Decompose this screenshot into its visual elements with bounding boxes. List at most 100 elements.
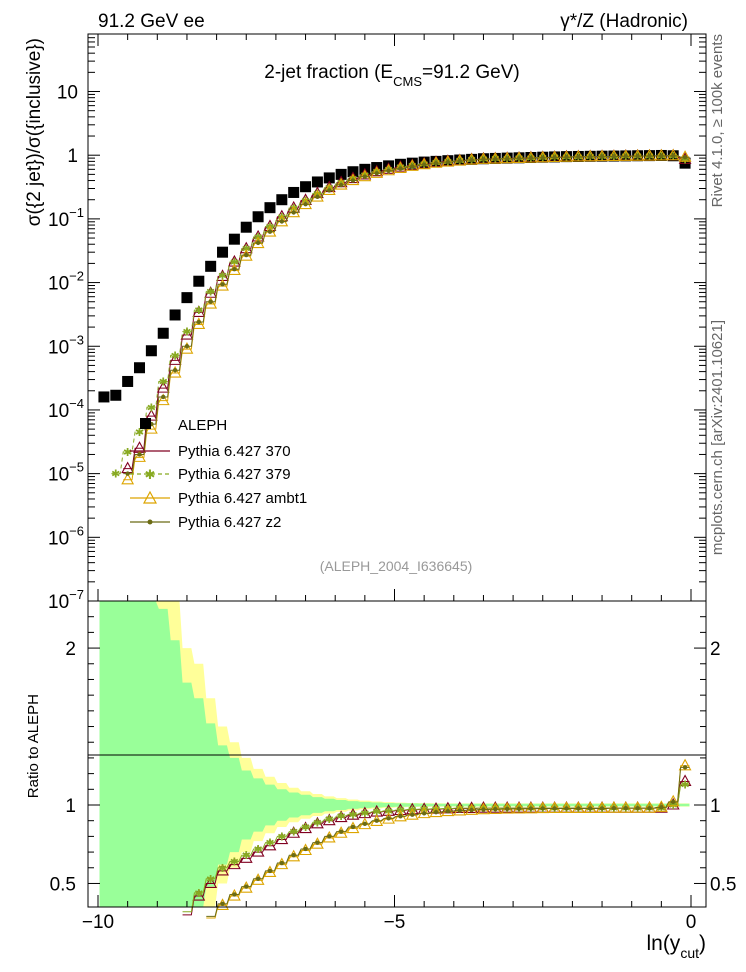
ratio-point (255, 876, 261, 881)
data-point (362, 174, 368, 179)
data-point (382, 162, 396, 174)
ratio-point (488, 800, 502, 813)
data-point (291, 210, 296, 215)
data-point (504, 156, 510, 161)
ratio-point (227, 857, 241, 870)
ratio-point: ✱ (242, 850, 251, 862)
ratio-point: ✱ (337, 811, 346, 823)
ratio-point (631, 800, 645, 813)
data-point (98, 391, 110, 403)
data-point (441, 154, 455, 167)
y-tick-label: 10−7 (48, 587, 84, 613)
ratio-point (524, 801, 538, 814)
ratio-point: ✱ (348, 809, 357, 821)
data-point (169, 309, 181, 321)
data-point (192, 317, 206, 329)
data-point (682, 155, 688, 160)
data-point (370, 164, 384, 177)
ratio-point: ✱ (254, 844, 263, 856)
legend-label: Pythia 6.427 370 (178, 443, 291, 460)
data-point (227, 254, 241, 267)
data-point (180, 327, 194, 340)
data-point (310, 189, 324, 202)
ratio-point (659, 805, 664, 810)
data-point (217, 246, 229, 258)
ratio-point (500, 801, 514, 814)
ratio-band-inner (99, 601, 690, 907)
ratio-point (310, 837, 324, 849)
ratio-point (682, 765, 688, 770)
ratio-point (671, 799, 676, 805)
data-point: ✱ (159, 376, 168, 388)
ratio-point: ✱ (420, 804, 429, 816)
data-point (659, 153, 664, 159)
data-point (524, 150, 538, 163)
data-point (393, 159, 407, 172)
data-point (536, 150, 550, 163)
ratio-y-tick-label-right: 0.5 (710, 874, 736, 895)
ratio-point (666, 794, 680, 807)
xlabel-sub: cut (680, 945, 699, 961)
data-point (299, 197, 312, 210)
data-point (595, 149, 609, 162)
title-pre: 2-jet fraction (E (264, 62, 393, 83)
data-point (276, 194, 288, 206)
ratio-panel: 0.5 0.51 12 2−10 −5 0 ✱✱✱✱✱✱✱✱ ✱ ✱ ✱ ✱ ✱ ✱ ✱ ✱ ✱ ✱ ✱ ✱ ✱ ✱✱… (25, 600, 736, 961)
data-point (232, 267, 237, 272)
data-point (370, 166, 384, 178)
ratio-point (433, 810, 439, 815)
data-point (137, 452, 142, 457)
ratio-point (654, 800, 668, 812)
x-tick-label: 0 (686, 912, 697, 933)
ratio-point (536, 801, 550, 814)
data-point (611, 154, 617, 159)
data-point (184, 344, 190, 349)
data-point (255, 240, 261, 246)
data-point (635, 153, 640, 159)
data-point (599, 154, 605, 159)
ratio-point (469, 807, 474, 813)
ratio-point (421, 811, 427, 816)
data-point (157, 327, 169, 339)
ratio-plot-frame (87, 600, 707, 908)
data-point (144, 408, 158, 421)
ratio-point (504, 806, 510, 812)
ratio-point (678, 758, 692, 771)
data-point (393, 161, 407, 173)
data-point (264, 202, 276, 214)
data-point (488, 151, 502, 164)
data-point (386, 168, 391, 173)
y-tick-label: 10−4 (48, 396, 84, 422)
data-point (122, 375, 134, 387)
ratio-point (417, 806, 431, 819)
ratio-point (382, 804, 396, 816)
ratio-point (445, 809, 451, 814)
ratio-y-tick-label-right: 1 (710, 796, 721, 817)
data-point (350, 178, 356, 183)
ratio-point (204, 876, 218, 889)
data-point (228, 233, 240, 245)
legend-marker-square (140, 418, 151, 429)
data-point (216, 278, 229, 291)
data-point (334, 177, 348, 190)
ratio-point (512, 801, 526, 814)
ratio-point: ✱ (277, 831, 286, 843)
data-point (168, 365, 182, 378)
ratio-data-series: ✱✱✱✱✱✱✱✱✱✱✱✱✱✱✱✱✱✱✱✱✱✱✱✱✱✱✱✱✱✱✱✱✱✱✱✱✱✱✱✱… (182, 758, 692, 919)
y-tick-label: 10−3 (48, 332, 84, 358)
ratio-point: ✱ (265, 838, 274, 850)
ratio-point (251, 844, 265, 857)
ratio-point: ✱ (194, 888, 203, 900)
ratio-point (362, 821, 368, 827)
data-point (564, 155, 569, 160)
ratio-point (263, 838, 277, 851)
ratio-point (457, 808, 462, 813)
ratio-point (481, 807, 486, 812)
data-point (382, 163, 396, 176)
data-point (239, 241, 253, 254)
ratio-point (310, 816, 324, 829)
ratio-point (477, 802, 490, 815)
legend-item-z2: Pythia 6.427 z2 (130, 514, 281, 531)
